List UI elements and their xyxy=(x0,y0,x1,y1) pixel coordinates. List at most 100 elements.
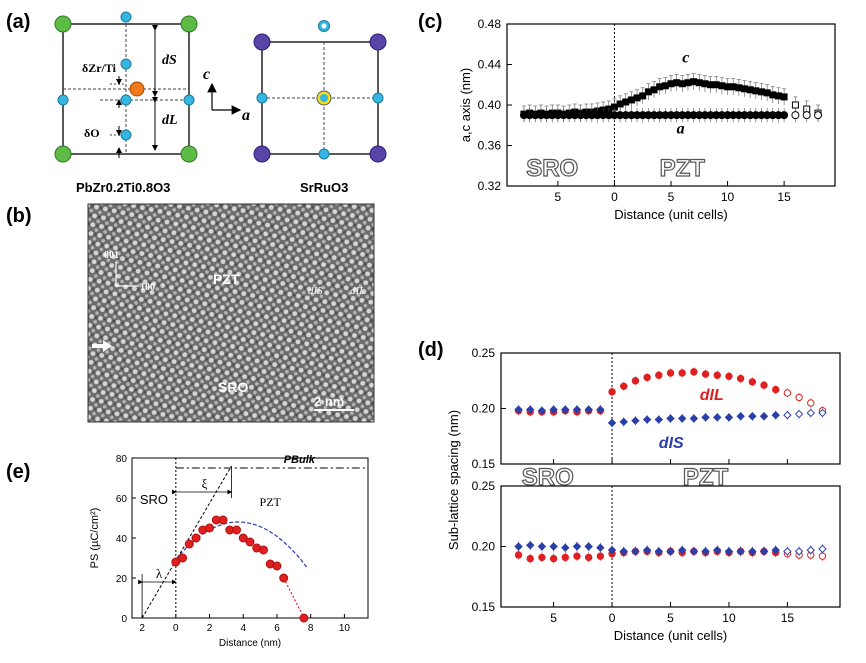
point xyxy=(701,413,710,422)
point xyxy=(572,405,582,414)
panel-b-label: (b) xyxy=(6,205,32,227)
point xyxy=(631,377,640,385)
point xyxy=(806,408,815,418)
point xyxy=(573,552,581,560)
x-tick-label: 4 xyxy=(240,623,246,634)
point xyxy=(701,370,710,378)
sr-atom xyxy=(253,33,271,51)
point xyxy=(620,382,628,390)
point xyxy=(724,547,734,556)
point xyxy=(596,405,605,414)
o-atom xyxy=(120,11,132,23)
axis-c-label: c xyxy=(203,66,210,83)
x-axis-label: Distance (unit cells) xyxy=(614,207,727,222)
c-point xyxy=(718,82,726,90)
dis-label: dIS xyxy=(659,435,684,452)
c-point xyxy=(746,86,754,94)
region-sro-label: SRO xyxy=(526,155,578,182)
c-point xyxy=(650,86,658,94)
series-a-label: a xyxy=(677,120,685,137)
axes-indicator xyxy=(207,82,242,115)
point xyxy=(759,412,769,421)
tem-sro-label: SRO xyxy=(218,379,248,395)
c-point xyxy=(673,79,681,87)
xi-label: ξ xyxy=(202,476,208,491)
c-point xyxy=(724,83,732,91)
y-tick-label: 0.20 xyxy=(472,540,496,554)
point xyxy=(549,554,558,563)
point xyxy=(596,552,605,560)
region-pzt-label: PZT xyxy=(260,495,282,509)
point xyxy=(783,389,792,397)
region-sro-label: SRO xyxy=(522,464,574,491)
c-point xyxy=(622,98,630,106)
point xyxy=(666,547,675,556)
x-tick-label: 0 xyxy=(609,611,616,625)
panel-c-label: (c) xyxy=(418,11,442,33)
point xyxy=(607,545,617,555)
c-point xyxy=(752,87,760,95)
d-l-label: dL xyxy=(162,113,178,128)
pzt-caption: PbZr0.2Ti0.8O3 xyxy=(76,180,170,195)
point xyxy=(783,547,792,556)
point xyxy=(760,381,768,389)
x-tick-label: 0 xyxy=(173,623,179,634)
y-tick-label: 0.36 xyxy=(478,139,502,153)
point xyxy=(526,405,535,414)
point xyxy=(514,551,523,559)
c-point xyxy=(678,80,686,88)
point xyxy=(783,410,792,420)
point xyxy=(514,405,523,414)
x-tick-label: 2 xyxy=(207,623,213,634)
point xyxy=(561,543,570,552)
c-point xyxy=(757,88,765,96)
x-tick-label: 10 xyxy=(721,190,735,204)
point xyxy=(736,412,745,421)
x-tick-label: 10 xyxy=(339,623,351,634)
point xyxy=(771,545,780,555)
c-point xyxy=(735,84,743,92)
dil-label: dIL xyxy=(700,387,724,404)
point xyxy=(748,378,757,386)
x-axis-label: Distance (unit cells) xyxy=(614,628,727,643)
point xyxy=(642,545,652,555)
point xyxy=(584,542,593,551)
point xyxy=(807,399,815,407)
sro-caption: SrRuO3 xyxy=(300,180,348,195)
ps-point xyxy=(238,533,248,543)
point xyxy=(806,545,815,555)
c-point xyxy=(690,78,698,86)
ps-point xyxy=(171,557,181,567)
c-point xyxy=(627,96,635,104)
series-c-label: c xyxy=(682,49,689,66)
point xyxy=(725,372,733,381)
c-point xyxy=(707,81,715,89)
lambda-label: λ xyxy=(156,566,163,581)
point xyxy=(713,371,721,379)
point xyxy=(526,541,535,550)
point xyxy=(818,544,827,554)
ps-point xyxy=(232,525,242,535)
x-tick-label: 0 xyxy=(611,190,618,204)
c-point xyxy=(769,91,777,99)
x-tick-label: 15 xyxy=(781,611,795,625)
point xyxy=(771,410,780,420)
ps-point xyxy=(258,545,268,555)
point xyxy=(772,385,780,394)
point xyxy=(748,547,757,556)
a-point xyxy=(791,111,800,120)
point xyxy=(666,414,675,423)
fit-curve xyxy=(175,521,308,569)
p-bulk-label: PBulk xyxy=(284,454,316,466)
y-tick-label: 80 xyxy=(116,454,128,465)
zr-ti-atom xyxy=(129,81,145,97)
c-point xyxy=(763,89,771,97)
y-tick-label: 40 xyxy=(116,534,128,545)
point xyxy=(572,542,582,551)
x-tick-label: 5 xyxy=(555,190,562,204)
point xyxy=(619,417,628,427)
point xyxy=(584,553,593,562)
point xyxy=(736,547,745,556)
point xyxy=(713,545,722,555)
